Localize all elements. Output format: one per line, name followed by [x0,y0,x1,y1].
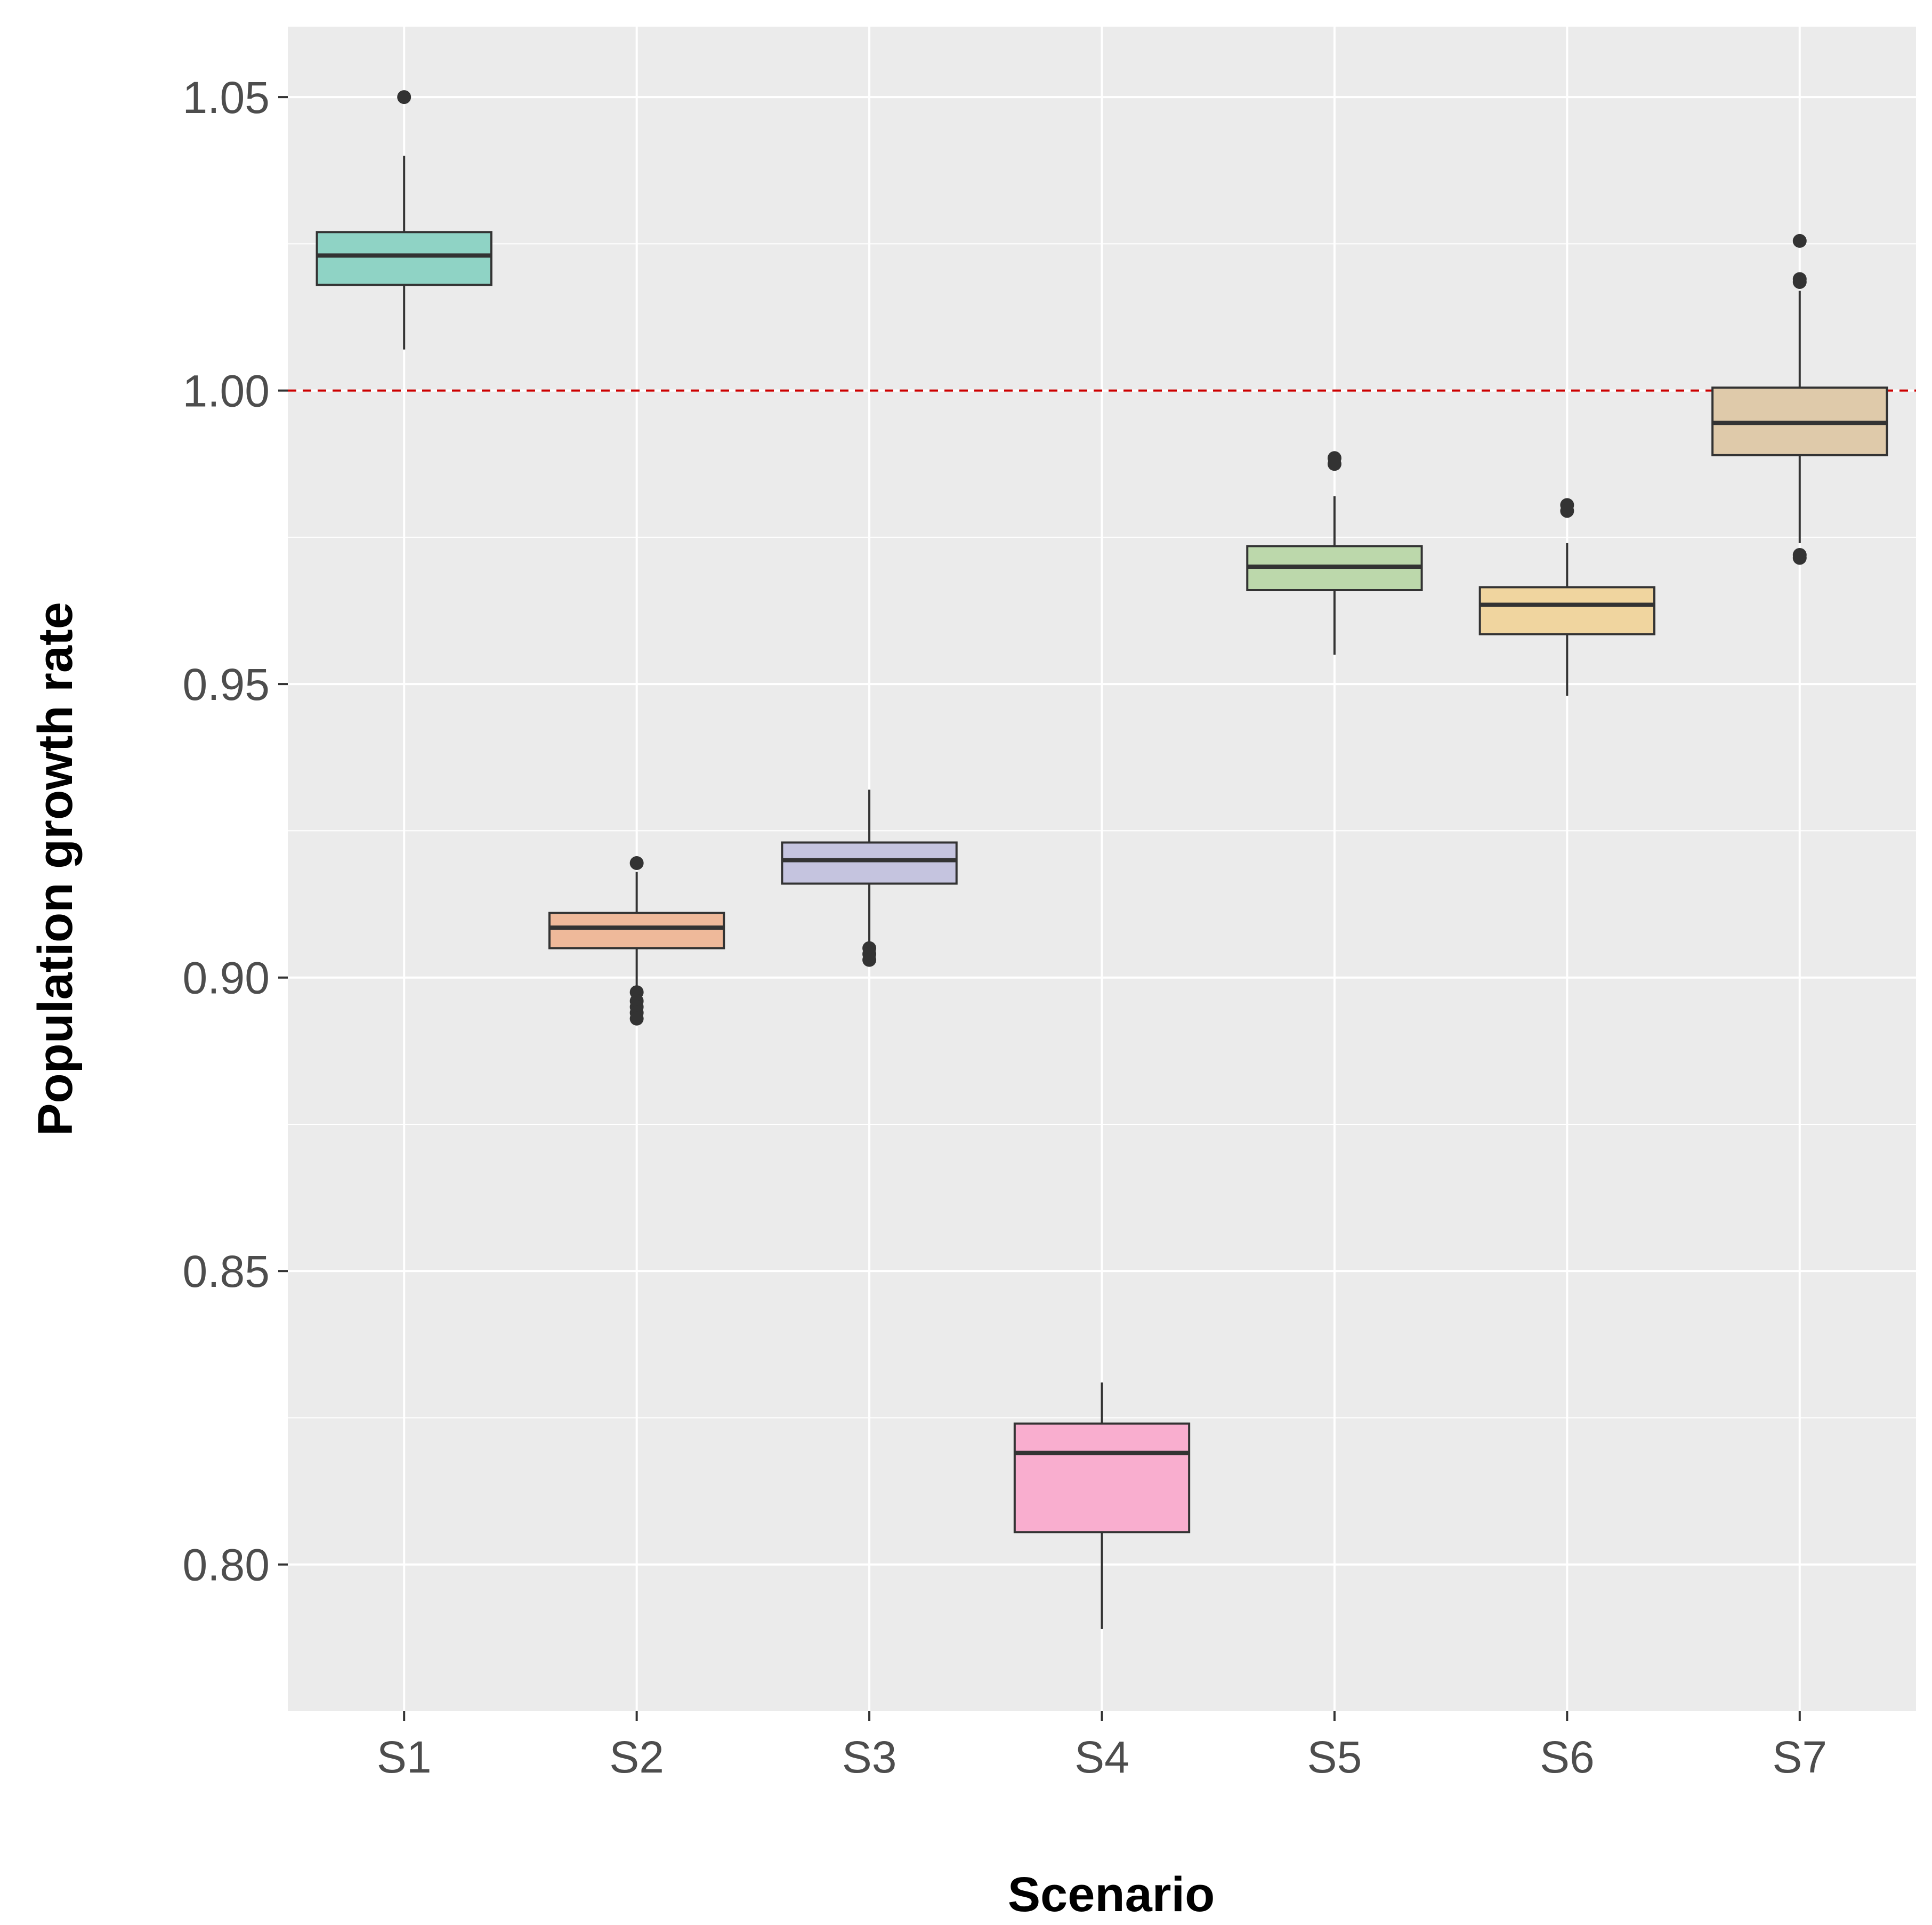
boxes-group [316,90,1888,1629]
y-tick-label-1: 0.85 [183,1246,270,1296]
box-s6 [1478,498,1656,696]
outlier-s2-0 [629,856,644,870]
y-tick-label-5: 1.05 [183,73,270,123]
y-tick-label-3: 0.95 [183,659,270,710]
iqr-box-s3 [781,841,958,885]
y-axis-title: Population growth rate [28,602,83,1136]
y-tick-label-2: 0.90 [183,953,270,1003]
box-s2 [548,856,725,1026]
outlier-s7-4 [1792,551,1807,565]
x-tick-label-s1: S1 [377,1732,432,1782]
y-tick-label-0: 0.80 [183,1540,270,1590]
iqr-box-s6 [1478,586,1656,635]
x-tick-label-s4: S4 [1074,1732,1129,1782]
outlier-s7-2 [1792,275,1807,289]
box-s7 [1711,233,1888,565]
outlier-s7-0 [1792,233,1807,248]
box-s5 [1246,451,1423,655]
outlier-s5-1 [1327,457,1341,471]
x-tick-label-s3: S3 [842,1732,897,1782]
box-s4 [1013,1382,1191,1629]
x-tick-label-s7: S7 [1772,1732,1827,1782]
iqr-box-s2 [548,912,725,949]
iqr-box-s1 [316,231,492,286]
outlier-s2-5 [629,1011,644,1026]
y-axis-ticks: 0.80 0.85 0.90 0.95 1.00 1.05 [183,73,288,1590]
outlier-s6-1 [1560,504,1574,518]
x-tick-label-s5: S5 [1307,1732,1362,1782]
outlier-s1-0 [397,90,411,104]
x-tick-label-s2: S2 [609,1732,664,1782]
x-tick-label-s6: S6 [1540,1732,1595,1782]
x-axis-title: Scenario [1008,1867,1215,1922]
box-s1 [316,90,492,350]
y-tick-label-4: 1.00 [183,366,270,416]
iqr-box-s4 [1013,1422,1191,1534]
box-s3 [781,790,958,967]
outlier-s3-2 [862,953,877,967]
x-axis-ticks: S1 S2 S3 S4 S5 S6 S7 [377,1711,1827,1782]
